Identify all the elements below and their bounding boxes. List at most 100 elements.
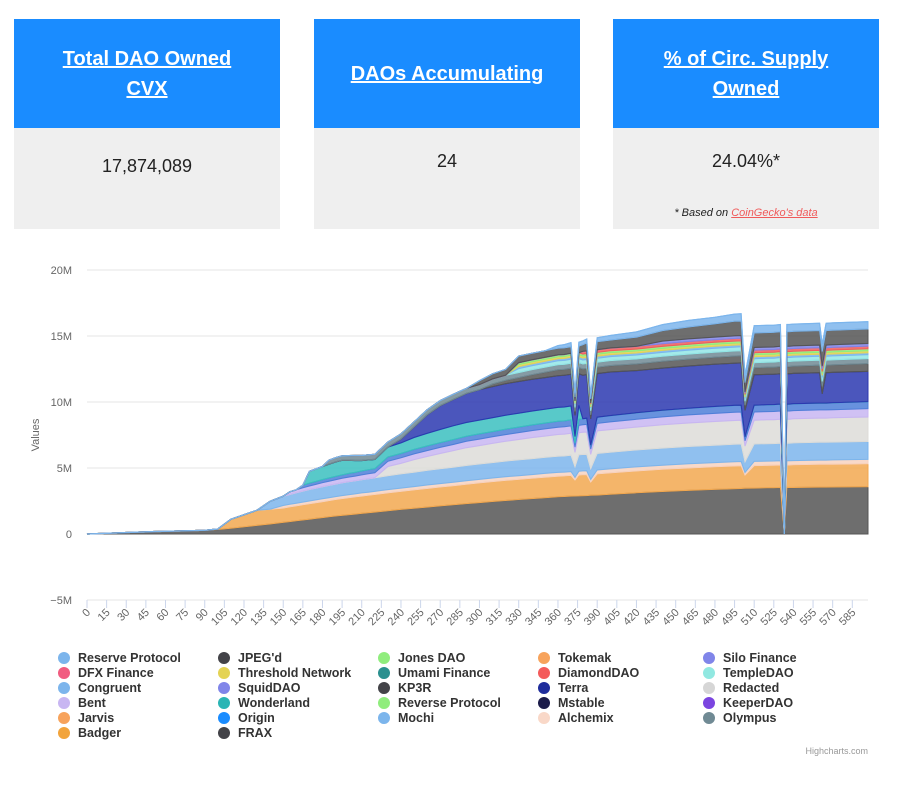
x-tick-label: 585 [837, 607, 858, 628]
x-tick-label: 240 [386, 607, 407, 628]
legend-item[interactable]: Tokemak [538, 651, 611, 665]
legend-label: FRAX [238, 726, 273, 740]
total-cvx-value: 17,874,089 [101, 156, 193, 176]
legend-marker-icon [538, 712, 550, 724]
legend-item[interactable]: Alchemix [538, 711, 614, 725]
legend-label: Jones DAO [398, 651, 466, 665]
x-tick-label: 0 [80, 607, 93, 620]
card-body: 24.04%* * Based on CoinGecko's data [613, 128, 879, 229]
x-tick-label: 165 [288, 607, 309, 628]
x-tick-label: 105 [209, 607, 230, 628]
supply-owned-title[interactable]: % of Circ. Supply Owned [663, 47, 829, 100]
x-tick-label: 15 [96, 607, 113, 624]
x-axis-ticks: 0 15 30 45 60 75 90105120135150165180195210225… [80, 600, 858, 628]
legend-marker-icon [378, 652, 390, 664]
legend-item[interactable]: Reverse Protocol [378, 696, 501, 710]
legend-label: SquidDAO [238, 681, 301, 695]
x-tick-label: 195 [327, 607, 348, 628]
legend-item[interactable]: Umami Finance [378, 666, 490, 680]
supply-owned-card: % of Circ. Supply Owned 24.04%* * Based … [613, 19, 879, 229]
legend-label: KeeperDAO [723, 696, 794, 710]
legend-item[interactable]: Jarvis [58, 711, 114, 725]
legend-item[interactable]: Terra [538, 681, 588, 695]
x-tick-label: 495 [719, 607, 740, 628]
legend-item[interactable]: Congruent [58, 681, 141, 695]
legend-marker-icon [538, 667, 550, 679]
legend-label: Tokemak [558, 651, 612, 665]
legend-item[interactable]: KeeperDAO [703, 696, 793, 710]
legend-item[interactable]: Bent [58, 696, 106, 710]
legend-item[interactable]: SquidDAO [218, 681, 301, 695]
x-tick-label: 90 [194, 607, 211, 624]
x-tick-label: 465 [680, 607, 701, 628]
legend-marker-icon [703, 667, 715, 679]
legend-marker-icon [218, 712, 230, 724]
legend-marker-icon [218, 682, 230, 694]
legend-label: Reverse Protocol [398, 696, 501, 710]
series-line [86, 313, 869, 535]
highcharts-credits[interactable]: Highcharts.com [805, 746, 868, 756]
y-tick-label: 15M [51, 331, 72, 343]
legend-item[interactable]: Silo Finance [703, 651, 797, 665]
legend-marker-icon [703, 682, 715, 694]
legend-item[interactable]: KP3R [378, 681, 431, 695]
legend-marker-icon [218, 697, 230, 709]
x-tick-label: 525 [758, 607, 779, 628]
legend-label: Wonderland [238, 696, 310, 710]
y-tick-label: 5M [57, 463, 72, 475]
legend-item[interactable]: Reserve Protocol [58, 651, 181, 665]
x-tick-label: 225 [366, 607, 387, 628]
total-cvx-card: Total DAO Owned CVX 17,874,089 [14, 19, 280, 229]
daos-accumulating-value: 24 [436, 151, 458, 171]
legend-item[interactable]: Jones DAO [378, 651, 465, 665]
legend-label: Badger [78, 726, 122, 740]
x-tick-label: 75 [174, 607, 191, 624]
supply-note: * Based on CoinGecko's data [613, 207, 879, 219]
daos-accumulating-title[interactable]: DAOs Accumulating [350, 62, 544, 85]
supply-owned-value: 24.04%* [711, 151, 781, 171]
legend-label: Bent [78, 696, 106, 710]
legend-marker-icon [58, 667, 70, 679]
legend-marker-icon [538, 682, 550, 694]
legend-label: Threshold Network [238, 666, 352, 680]
card-header: % of Circ. Supply Owned [613, 19, 879, 128]
x-tick-label: 45 [135, 607, 152, 624]
legend-marker-icon [703, 712, 715, 724]
legend-marker-icon [58, 652, 70, 664]
x-tick-label: 60 [154, 607, 171, 624]
legend-item[interactable]: JPEG'd [218, 651, 282, 665]
legend-label: JPEG'd [238, 651, 282, 665]
x-tick-label: 210 [346, 607, 367, 628]
legend-marker-icon [58, 682, 70, 694]
x-tick-label: 135 [248, 607, 269, 628]
x-tick-label: 510 [739, 607, 760, 628]
x-tick-label: 570 [817, 607, 838, 628]
legend-item[interactable]: Olympus [703, 711, 777, 725]
legend-label: KP3R [398, 681, 432, 695]
legend-item[interactable]: DFX Finance [58, 666, 154, 680]
legend-item[interactable]: Redacted [703, 681, 779, 695]
legend-item[interactable]: Origin [218, 711, 275, 725]
y-tick-label: 10M [51, 397, 72, 409]
legend-item[interactable]: TempleDAO [703, 666, 794, 680]
legend-item[interactable]: Threshold Network [218, 666, 351, 680]
x-tick-label: 555 [798, 607, 819, 628]
legend-item[interactable]: Wonderland [218, 696, 310, 710]
legend-item[interactable]: Mochi [378, 711, 434, 725]
total-cvx-title[interactable]: Total DAO Owned CVX [62, 47, 232, 100]
legend-item[interactable]: DiamondDAO [538, 666, 639, 680]
legend-label: Mstable [558, 696, 605, 710]
x-tick-label: 345 [523, 607, 544, 628]
legend-item[interactable]: Badger [58, 726, 121, 740]
x-tick-label: 435 [641, 607, 662, 628]
legend-item[interactable]: FRAX [218, 726, 272, 740]
x-tick-label: 330 [503, 607, 524, 628]
coingecko-link[interactable]: CoinGecko's data [731, 207, 818, 219]
x-tick-label: 270 [425, 607, 446, 628]
legend-item[interactable]: Mstable [538, 696, 605, 710]
x-tick-label: 420 [621, 607, 642, 628]
x-tick-label: 255 [405, 607, 426, 628]
legend-marker-icon [218, 727, 230, 739]
x-tick-label: 150 [268, 607, 289, 628]
